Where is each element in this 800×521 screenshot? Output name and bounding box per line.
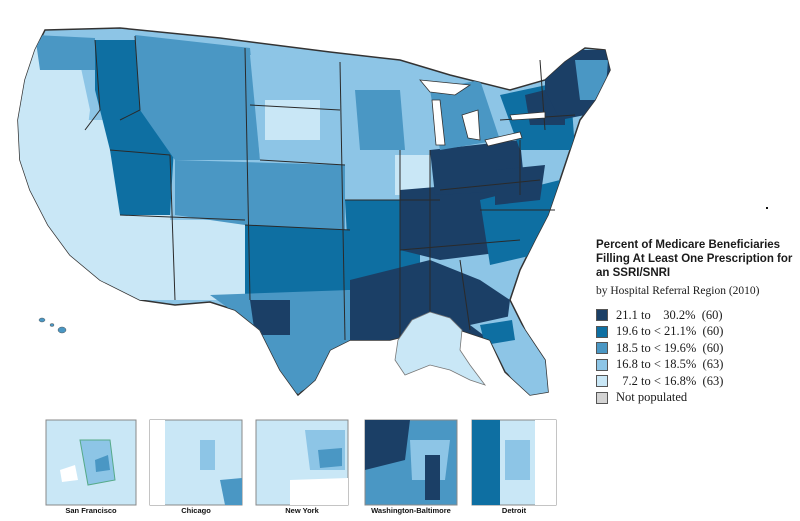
legend-item-3: 18.5 to < 19.6% (60) bbox=[596, 340, 723, 357]
inset-label-san-francisco: San Francisco bbox=[65, 506, 117, 515]
legend-swatch-6 bbox=[596, 391, 608, 404]
legend-title: Percent of Medicare Beneficiaries Fillin… bbox=[596, 239, 793, 279]
legend-label-4: 16.8 to < 18.5% (63) bbox=[616, 357, 724, 372]
inset-new-york bbox=[255, 419, 349, 506]
legend-label-6: Not populated bbox=[616, 390, 688, 405]
legend-label-2: 19.6 to < 21.1% (60) bbox=[616, 324, 724, 339]
hrr-regions bbox=[18, 35, 610, 395]
legend-label-5: 7.2 to < 16.8% (63) bbox=[616, 373, 724, 388]
hawaii-shape bbox=[38, 317, 67, 334]
legend-subtitle: by Hospital Referral Region (2010) bbox=[596, 285, 760, 297]
legend-item-1: 21.1 to 30.2% (60) bbox=[596, 307, 723, 324]
legend-label-3: 18.5 to < 19.6% (60) bbox=[616, 340, 724, 355]
legend-item-6: Not populated bbox=[596, 390, 723, 407]
stray-dot bbox=[766, 207, 768, 209]
inset-label-washington-baltimore: Washington-Baltimore bbox=[371, 506, 451, 515]
inset-washington-baltimore bbox=[364, 419, 458, 506]
legend-swatch-2 bbox=[596, 325, 608, 338]
great-lakes bbox=[419, 79, 546, 147]
legend-swatch-5 bbox=[596, 375, 608, 388]
inset-san-francisco bbox=[45, 419, 137, 506]
legend: 21.1 to 30.2% (60) 19.6 to < 21.1% (60) … bbox=[596, 307, 723, 406]
legend-item-2: 19.6 to < 21.1% (60) bbox=[596, 324, 723, 341]
inset-label-chicago: Chicago bbox=[181, 506, 211, 515]
legend-item-5: 7.2 to < 16.8% (63) bbox=[596, 373, 723, 390]
inset-label-new-york: New York bbox=[285, 506, 319, 515]
legend-swatch-1 bbox=[596, 309, 608, 322]
legend-swatch-3 bbox=[596, 342, 608, 355]
legend-item-4: 16.8 to < 18.5% (63) bbox=[596, 357, 723, 374]
inset-label-detroit: Detroit bbox=[501, 506, 527, 515]
inset-chicago bbox=[149, 419, 243, 506]
legend-swatch-4 bbox=[596, 358, 608, 371]
inset-detroit bbox=[471, 419, 557, 506]
alaska-shape bbox=[394, 311, 487, 386]
legend-label-1: 21.1 to 30.2% (60) bbox=[616, 307, 723, 322]
